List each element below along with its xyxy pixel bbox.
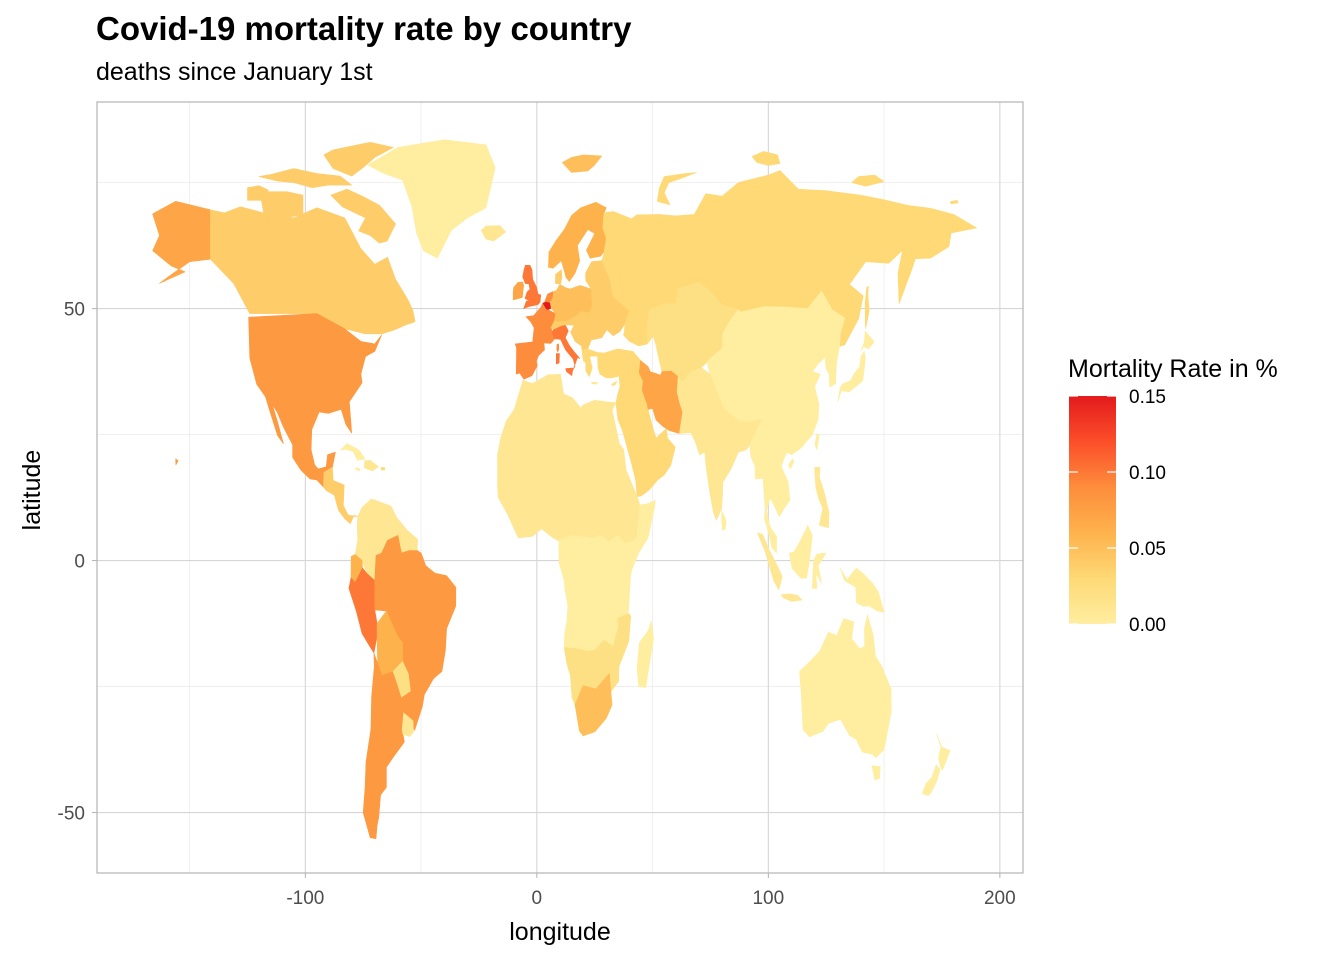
country-japan xyxy=(837,351,866,403)
country-philippines xyxy=(814,467,830,529)
country-new-guinea xyxy=(839,567,885,613)
country-newfoundland xyxy=(399,300,416,325)
country-australia xyxy=(799,614,892,758)
country-greece-balkans xyxy=(581,348,598,377)
country-uruguay xyxy=(401,712,414,737)
legend-label: 0.05 xyxy=(1129,539,1166,560)
legend-colorbar xyxy=(1069,396,1116,624)
country-wrangel-island xyxy=(949,200,959,205)
country-crete xyxy=(591,381,598,385)
country-cyprus xyxy=(611,380,618,386)
country-novaya-zemlya xyxy=(656,172,697,206)
country-brazil xyxy=(374,535,457,731)
axis-ticks: -100 0 100 200 -50 0 50 xyxy=(58,300,1016,909)
country-sardinia xyxy=(556,353,560,365)
country-argentina xyxy=(368,671,411,826)
x-tick-label: 100 xyxy=(752,888,784,909)
country-new-zealand xyxy=(936,733,951,771)
country-scandinavia xyxy=(548,202,609,282)
country-tasmania xyxy=(871,765,881,781)
y-tick-label: -50 xyxy=(58,804,85,825)
country-indonesia xyxy=(757,532,783,591)
country-korea xyxy=(824,346,840,388)
country-alaska xyxy=(152,201,211,284)
country-north-africa xyxy=(497,373,641,544)
country-hainan xyxy=(788,458,795,470)
legend-label: 0.00 xyxy=(1129,615,1166,636)
country-java xyxy=(780,593,803,602)
country-sulawesi xyxy=(812,552,827,589)
country-united-kingdom xyxy=(522,265,542,309)
country-madagascar xyxy=(636,620,654,688)
country-denmark xyxy=(555,269,563,285)
country-southern-africa xyxy=(563,613,632,705)
country-ellesmere-island xyxy=(323,142,394,177)
legend-ticks: 0.15 0.10 0.05 0.00 xyxy=(1069,387,1166,636)
x-tick-label: 0 xyxy=(532,888,543,909)
legend-label: 0.10 xyxy=(1129,463,1166,484)
country-hokkaido xyxy=(860,331,875,352)
country-iceland xyxy=(481,225,506,242)
country-sri-lanka xyxy=(721,510,727,531)
legend-label: 0.15 xyxy=(1129,387,1166,408)
x-tick-label: -100 xyxy=(286,888,324,909)
country-banks-island xyxy=(247,185,269,201)
country-hispaniola xyxy=(364,460,379,472)
country-severnaya-zemlya xyxy=(751,151,781,166)
legend-title: Mortality Rate in % xyxy=(1068,355,1278,383)
country-south-africa xyxy=(574,673,613,737)
country-southeast-asia xyxy=(749,419,791,554)
country-puerto-rico xyxy=(381,467,386,471)
country-iberia xyxy=(514,341,545,380)
y-tick-label: 0 xyxy=(74,552,85,573)
country-borneo xyxy=(788,525,813,579)
country-sakhalin xyxy=(864,286,870,330)
y-tick-label: 50 xyxy=(64,300,85,321)
y-axis-title: latitude xyxy=(18,450,46,531)
country-cuba xyxy=(340,443,366,461)
country-taiwan xyxy=(814,433,820,450)
country-svalbard xyxy=(562,154,602,173)
country-new-siberian-islands xyxy=(851,174,885,187)
x-tick-label: 200 xyxy=(984,888,1016,909)
country-greenland xyxy=(367,139,496,259)
country-corsica xyxy=(556,343,560,353)
country-new-zealand-south xyxy=(922,764,941,797)
plot-panel-border xyxy=(96,101,1024,874)
country-canadian-arctic-islands xyxy=(258,168,352,188)
x-axis-title: longitude xyxy=(509,918,610,946)
country-sicily xyxy=(565,367,574,376)
chart-title: Covid-19 mortality rate by country xyxy=(96,10,632,47)
country-baffin-island xyxy=(330,188,396,244)
country-regions xyxy=(152,139,977,839)
country-jamaica xyxy=(355,467,361,472)
chart-subtitle: deaths since January 1st xyxy=(96,58,373,86)
country-hawaii xyxy=(175,458,179,466)
country-ireland xyxy=(512,281,524,301)
